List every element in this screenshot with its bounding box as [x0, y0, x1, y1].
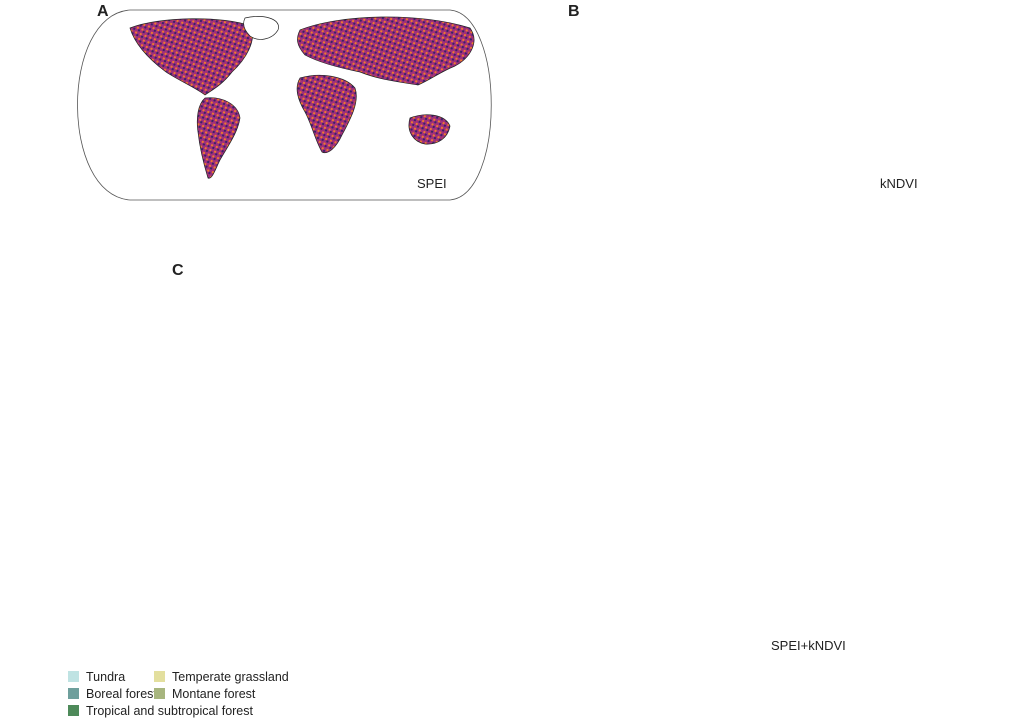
biome-legend: Tundra Temperate grassland Boreal forest… — [68, 668, 289, 719]
map-label-spei: SPEI — [417, 176, 447, 191]
australia — [408, 114, 451, 145]
biome-label: Temperate grassland — [172, 669, 289, 684]
tropical-forest-swatch — [68, 705, 79, 716]
panel-letter-a: A — [97, 3, 109, 20]
biome-label: Montane forest — [172, 686, 256, 701]
continents — [129, 16, 475, 179]
europe-asia — [297, 16, 475, 86]
panel-letter-b: B — [568, 3, 580, 20]
biome-label: Tundra — [86, 669, 126, 684]
biome-legend-row: Boreal forest Montane forest — [68, 685, 289, 702]
north-america — [129, 18, 253, 96]
tundra-swatch — [68, 671, 79, 682]
biome-legend-row: Tropical and subtropical forest — [68, 702, 289, 719]
greenland — [243, 16, 279, 40]
map-label-combined: SPEI+kNDVI — [771, 638, 846, 653]
biome-label: Tropical and subtropical forest — [86, 703, 253, 718]
africa — [296, 74, 357, 154]
boreal-forest-swatch — [68, 688, 79, 699]
biome-label: Boreal forest — [86, 686, 157, 701]
panel-letter-c: C — [172, 262, 184, 279]
south-america — [196, 97, 241, 179]
map-spei — [77, 9, 492, 201]
temperate-grassland-swatch — [154, 671, 165, 682]
montane-forest-swatch — [154, 688, 165, 699]
biome-legend-row: Tundra Temperate grassland — [68, 668, 289, 685]
map-label-kndvi: kNDVI — [880, 176, 918, 191]
